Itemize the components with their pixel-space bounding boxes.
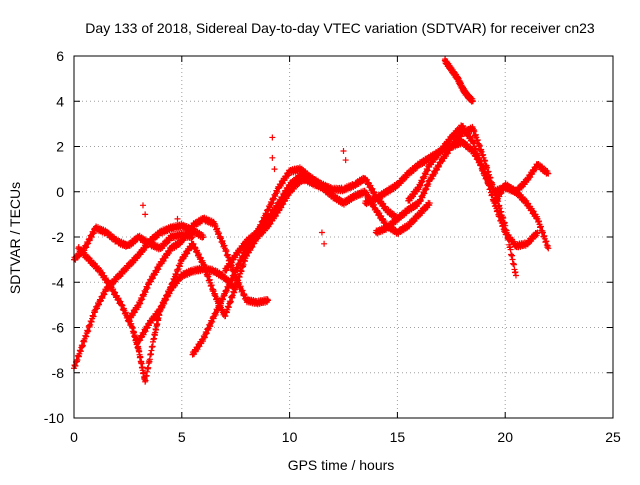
outlier-point	[321, 240, 328, 247]
outlier-points	[139, 134, 349, 247]
x-tick-label: 25	[605, 429, 621, 445]
y-tick-label: 2	[56, 139, 64, 155]
y-tick-label: -2	[52, 229, 65, 245]
data-point	[189, 234, 196, 240]
x-axis-label: GPS time / hours	[288, 457, 395, 473]
chart-title: Day 133 of 2018, Sidereal Day-to-day VTE…	[85, 20, 595, 36]
y-tick-label: 6	[56, 48, 64, 64]
y-tick-label: -4	[52, 274, 65, 290]
outlier-point	[139, 202, 146, 209]
data-point	[545, 245, 552, 252]
outlier-point	[342, 157, 349, 164]
y-tick-label: -10	[44, 410, 64, 426]
y-axis-label: SDTVAR / TECUs	[7, 182, 23, 294]
data-point	[426, 200, 433, 207]
outlier-point	[174, 215, 181, 222]
outlier-point	[269, 154, 276, 161]
outlier-point	[269, 134, 276, 141]
y-tick-label: -8	[52, 365, 65, 381]
outlier-point	[340, 148, 347, 155]
axis-layer: 0 5 10 15 20 25 -10 -8 -6 -4 -2 0 2 4 6	[44, 48, 621, 445]
outlier-point	[271, 166, 278, 173]
x-tick-label: 5	[178, 429, 186, 445]
x-tick-label: 20	[497, 429, 513, 445]
data-point	[469, 98, 476, 105]
series-satellite-track-4	[124, 214, 272, 324]
series-satellite-track-11	[441, 56, 476, 105]
y-tick-label: -6	[52, 320, 65, 336]
x-tick-label: 0	[70, 429, 78, 445]
outlier-point	[318, 229, 325, 236]
data-layer	[71, 56, 552, 385]
data-point	[545, 170, 552, 177]
y-tick-label: 4	[56, 93, 64, 109]
x-tick-label: 10	[282, 429, 298, 445]
data-point	[200, 234, 207, 240]
y-tick-label: 0	[56, 184, 64, 200]
series-satellite-track-12	[491, 160, 552, 207]
data-point	[512, 272, 519, 279]
outlier-point	[142, 211, 149, 218]
x-tick-label: 15	[390, 429, 406, 445]
series-satellite-track-2	[71, 223, 196, 263]
data-point	[265, 297, 272, 304]
series-satellite-track-7	[221, 171, 433, 274]
